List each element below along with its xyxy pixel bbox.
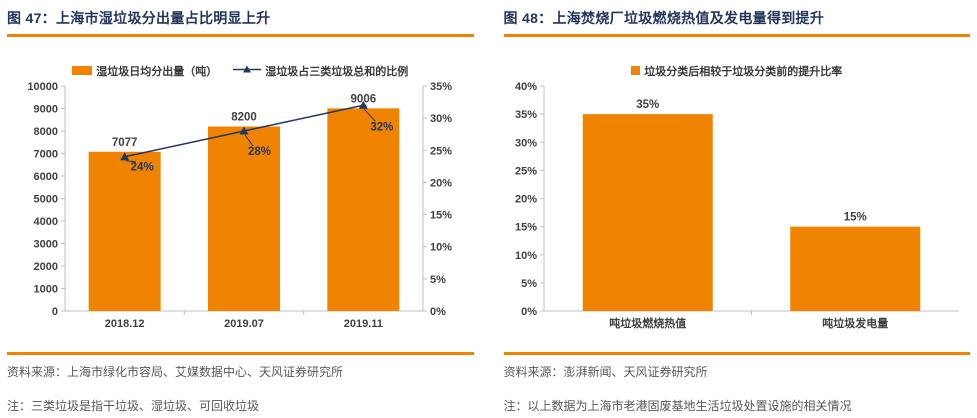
y-axis-tick-label: 3000 [34, 239, 58, 251]
figure-47-legend: 湿垃圾日均分出量（吨） 湿垃圾占三类垃圾总和的比例 [7, 63, 474, 78]
line-marker-swatch-icon [233, 64, 262, 78]
y-axis-tick-label: 30% [514, 137, 536, 149]
note-line: 注：以上数据为上海市老港固废基地生活垃圾处置设施的相关情况 [503, 399, 852, 413]
x-axis-category-label: 2019.11 [344, 318, 383, 330]
x-axis-category-label: 2018.12 [105, 318, 145, 330]
line-marker-icon [239, 126, 249, 135]
secondary-y-axis-tick-label: 35% [430, 81, 452, 93]
bar-value-label: 35% [636, 99, 659, 111]
x-axis-category-label: 吨垃圾发电量 [822, 316, 888, 330]
y-axis-tick-label: 9000 [34, 104, 58, 116]
source-line: 资料来源：上海市绿化市容局、艾媒数据中心、天风证券研究所 [7, 365, 344, 379]
figure-48-title: 图 48：上海焚烧厂垃圾燃烧热值及发电量得到提升 [503, 8, 970, 37]
bar [789, 226, 920, 311]
y-axis-tick-label: 0 [52, 306, 58, 318]
secondary-y-axis-tick-label: 30% [430, 113, 452, 125]
secondary-y-axis-tick-label: 20% [430, 177, 452, 189]
bar [208, 126, 280, 311]
label-leader-line [363, 108, 376, 122]
y-axis-tick-label: 8000 [34, 126, 58, 138]
y-axis-tick-label: 10000 [27, 81, 58, 93]
y-axis-tick-label: 2000 [34, 261, 58, 273]
figure-47-chart: 0 1000 2000 3000 4000 5000 6000 7000 8000 9000 100… [27, 81, 452, 330]
y-axis-tick-label: 6000 [34, 171, 58, 183]
line-marker-icon [358, 100, 368, 109]
bar [88, 151, 161, 311]
figure-48-chart: 0% 5% 10% 15% 20% 25% 30% 35% 40% 吨垃圾燃烧热值 吨垃圾发电量 35… [514, 81, 959, 330]
y-axis-tick-label: 0% [521, 306, 537, 318]
bar-swatch-icon [631, 66, 641, 75]
line-value-label: 24% [131, 162, 154, 174]
y-axis-tick-label: 5000 [34, 194, 58, 206]
secondary-y-axis-tick-label: 5% [430, 274, 446, 286]
y-axis-tick-label: 35% [514, 109, 536, 121]
line-value-label: 32% [370, 121, 393, 133]
x-axis-category-label: 吨垃圾燃烧热值 [609, 316, 686, 330]
label-leader-line [244, 134, 254, 147]
y-axis-tick-label: 10% [514, 250, 536, 262]
legend-item-bar-series: 湿垃圾日均分出量（吨） [72, 63, 217, 79]
y-axis-tick-label: 40% [514, 81, 536, 93]
secondary-y-axis-tick-label: 15% [430, 210, 452, 222]
y-axis-tick-label: 1000 [34, 284, 58, 296]
bar [582, 114, 713, 311]
legend-item-line-series: 湿垃圾占三类垃圾总和的比例 [233, 63, 408, 79]
line-value-label: 28% [248, 146, 271, 158]
bar-swatch-icon [72, 66, 93, 75]
legend-label: 湿垃圾日均分出量（吨） [96, 65, 218, 78]
y-axis-tick-label: 25% [514, 165, 536, 177]
bar [327, 108, 400, 312]
y-axis-tick-label: 4000 [34, 216, 58, 228]
footer-rule [503, 352, 970, 355]
line-marker-icon [120, 152, 130, 161]
y-axis-tick-label: 7000 [34, 149, 58, 161]
secondary-y-axis-tick-label: 0% [430, 306, 446, 318]
footer-rule [7, 352, 474, 355]
label-leader-line [125, 160, 136, 163]
x-axis-category-label: 2019.07 [224, 318, 264, 330]
legend-label: 垃圾分类后相较于垃圾分类前的提升比率 [644, 65, 843, 78]
bar-value-label: 8200 [231, 112, 257, 124]
note-line: 注：三类垃圾是指干垃圾、湿垃圾、可回收垃圾 [7, 399, 260, 413]
figure-48-legend: 垃圾分类后相较于垃圾分类前的提升比率 [504, 63, 971, 78]
secondary-y-axis-tick-label: 10% [430, 242, 452, 254]
source-line: 资料来源：澎湃新闻、天风证券研究所 [503, 365, 708, 379]
y-axis-tick-label: 5% [521, 278, 537, 290]
figure-47-title: 图 47：上海市湿垃圾分出量占比明显上升 [7, 8, 474, 37]
figure-48-panel: 图 48：上海焚烧厂垃圾燃烧热值及发电量得到提升 垃圾分类后相较于垃圾分类前的提… [503, 0, 971, 418]
bar-value-label: 9006 [351, 93, 377, 105]
figure-47-panel: 图 47：上海市湿垃圾分出量占比明显上升 湿垃圾日均分出量（吨） 湿垃圾占三类垃… [7, 0, 474, 418]
legend-label: 湿垃圾占三类垃圾总和的比例 [265, 65, 409, 78]
y-axis-tick-label: 20% [514, 194, 536, 206]
y-axis-tick-label: 15% [514, 222, 536, 234]
secondary-y-axis-tick-label: 25% [430, 145, 452, 157]
bar-value-label: 15% [843, 212, 866, 224]
legend-item-bar-series: 垃圾分类后相较于垃圾分类前的提升比率 [631, 63, 842, 79]
bar-value-label: 7077 [112, 137, 138, 149]
